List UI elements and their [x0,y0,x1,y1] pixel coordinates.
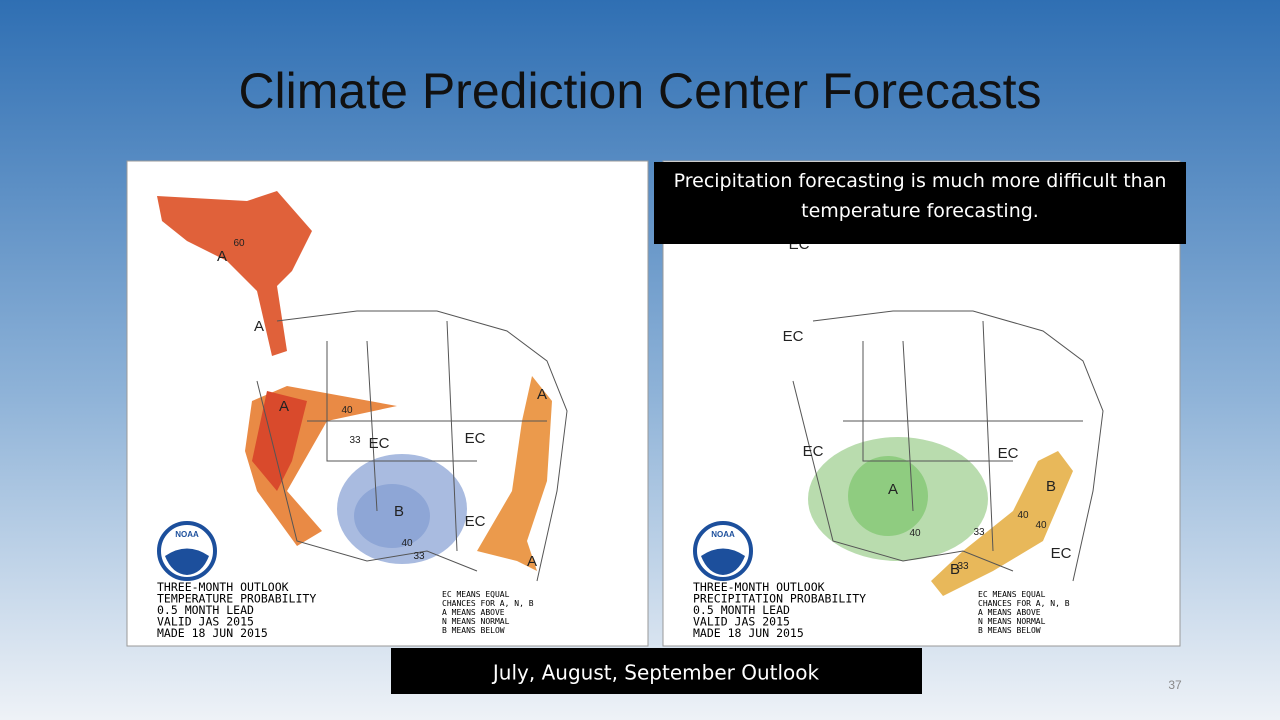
outlook-info: MADE 18 JUN 2015 [157,626,268,640]
map-label: 60 [233,238,245,249]
above-region [477,376,552,571]
map-outline [256,310,568,582]
map-label: A [888,481,898,498]
map-label: A [537,386,547,403]
callout-text: Precipitation forecasting is much more d… [673,170,1167,222]
map-outline [792,310,1104,582]
below-region [931,451,1073,596]
map-label: 40 [909,528,921,539]
map-label: EC [998,445,1019,462]
map-label: A [279,398,289,415]
map-label: 33 [349,435,361,446]
logo-wave [701,548,745,575]
legend-line: CHANCES FOR A, N, B [442,599,534,608]
map-label: A [254,318,264,335]
outlook-info: THREE-MONTH OUTLOOK [693,580,825,594]
map-label: EC [465,430,486,447]
outlook-info: 0.5 MONTH LEAD [157,603,254,617]
map-label: B [394,503,404,520]
callout: Precipitation forecasting is much more d… [673,170,1167,222]
legend-line: A MEANS ABOVE [442,608,505,617]
map-label: 33 [957,561,969,572]
outlook-info: TEMPERATURE PROBABILITY [157,592,316,606]
logo-text: NOAA [711,530,735,539]
legend-line: CHANCES FOR A, N, B [978,599,1070,608]
above-region [848,456,928,536]
caption: July, August, September Outlook [491,661,820,685]
legend-line: N MEANS NORMAL [442,617,510,626]
map-label: EC [465,513,486,530]
callout-box [654,162,1186,244]
map-label: 40 [401,538,413,549]
slide-number: 37 [1168,678,1182,692]
outlook-info: PRECIPITATION PROBABILITY [693,592,866,606]
map-label: 33 [413,551,425,562]
slide-title: Climate Prediction Center Forecasts [238,63,1041,119]
logo-wave [165,548,209,575]
caption-box [391,648,922,694]
legend-line: EC MEANS EQUAL [978,590,1046,599]
legend-line: B MEANS BELOW [442,626,505,635]
outlook-info: THREE-MONTH OUTLOOK [157,580,289,594]
legend-line: N MEANS NORMAL [978,617,1046,626]
logo-text: NOAA [175,530,199,539]
legend-line: EC MEANS EQUAL [442,590,510,599]
map-label: A [527,553,537,570]
map-label: 40 [341,405,353,416]
outlook-info: MADE 18 JUN 2015 [693,626,804,640]
outlook-info: 0.5 MONTH LEAD [693,603,790,617]
outlook-info: VALID JAS 2015 [693,615,790,629]
map-label: B [950,561,960,578]
above-region [157,191,312,356]
map-label: A [217,248,227,265]
legend-line: B MEANS BELOW [978,626,1041,635]
map-label: EC [783,328,804,345]
outlook-info: VALID JAS 2015 [157,615,254,629]
map-label: EC [1051,545,1072,562]
map-label: 33 [973,527,985,538]
map-label: B [1046,478,1056,495]
legend-line: A MEANS ABOVE [978,608,1041,617]
map-label: 40 [1017,510,1029,521]
map-label: EC [369,435,390,452]
map-label: EC [803,443,824,460]
map-label: 40 [1035,520,1047,531]
below-region [354,484,430,548]
